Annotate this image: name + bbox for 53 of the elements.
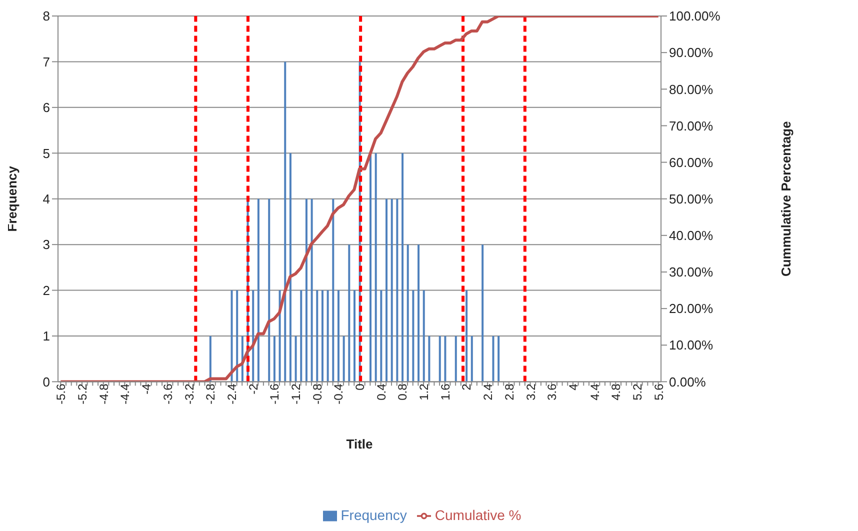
x-tick-label: 1.2 bbox=[417, 383, 432, 400]
x-tick-label: 5.2 bbox=[630, 383, 645, 400]
y-tick-label: 6 bbox=[42, 100, 50, 116]
y2-axis-title: Cummulative Percentage bbox=[778, 121, 794, 277]
x-tick-label: -5.6 bbox=[54, 383, 68, 404]
x-tick-label: 2.4 bbox=[481, 383, 496, 400]
x-tick-label: 0.8 bbox=[396, 383, 410, 400]
x-tick-label: 3.2 bbox=[524, 383, 538, 400]
x-tick-label: -2 bbox=[246, 383, 260, 394]
y-tick-label: 1 bbox=[42, 328, 50, 344]
x-tick-label: -4 bbox=[140, 383, 154, 394]
y2-tick-label: 60.00% bbox=[669, 154, 714, 170]
y2-tick-label: 30.00% bbox=[669, 264, 714, 280]
legend-label: Cumulative % bbox=[434, 506, 522, 523]
x-tick-label: -2.4 bbox=[224, 383, 239, 404]
x-tick-label: -2.8 bbox=[204, 383, 218, 404]
y2-tick-label: 50.00% bbox=[669, 191, 714, 206]
x-tick-label: 4.4 bbox=[588, 383, 602, 400]
legend-label: Frequency bbox=[340, 506, 407, 523]
y2-tick-label: 20.00% bbox=[669, 301, 714, 316]
x-tick-label: 4 bbox=[566, 383, 580, 390]
x-tick-label: -3.2 bbox=[182, 383, 196, 404]
y-tick-label: 5 bbox=[42, 146, 50, 161]
x-tick-label: 5.6 bbox=[652, 383, 666, 400]
x-tick-label: -4.8 bbox=[96, 383, 111, 404]
y-tick-label: 7 bbox=[42, 54, 50, 70]
y2-tick-label: 90.00% bbox=[669, 45, 714, 60]
y-axis-title: Frequency bbox=[4, 165, 20, 232]
x-tick-label: 1.6 bbox=[438, 383, 452, 400]
x-tick-label: 3.6 bbox=[545, 383, 560, 400]
x-tick-label: -5.2 bbox=[76, 383, 90, 404]
x-tick-label: -1.6 bbox=[268, 383, 282, 404]
y2-tick-label: 70.00% bbox=[669, 118, 714, 134]
y2-tick-label: 0.00% bbox=[669, 374, 706, 390]
x-tick-label: 0 bbox=[353, 383, 368, 390]
x-axis-title: Title bbox=[346, 436, 373, 452]
y-tick-label: 3 bbox=[42, 237, 50, 252]
y-tick-label: 8 bbox=[42, 8, 50, 24]
y-tick-label: 4 bbox=[42, 191, 50, 206]
y-tick-label: 2 bbox=[42, 282, 50, 298]
x-tick-label: 2.8 bbox=[502, 383, 516, 400]
x-tick-label: 0.4 bbox=[374, 383, 388, 400]
y2-tick-label: 10.00% bbox=[669, 338, 714, 353]
y2-tick-label: 80.00% bbox=[669, 82, 714, 97]
x-tick-label: 4.8 bbox=[609, 383, 624, 400]
x-tick-label: 2 bbox=[460, 383, 474, 390]
y2-tick-label: 40.00% bbox=[669, 228, 714, 244]
x-tick-label: -4.4 bbox=[118, 383, 132, 404]
x-tick-label: -3.6 bbox=[160, 383, 175, 404]
x-tick-label: -0.4 bbox=[332, 383, 346, 404]
x-tick-label: -1.2 bbox=[288, 383, 303, 404]
x-tick-label: -0.8 bbox=[310, 383, 324, 404]
y2-tick-label: 100.00% bbox=[669, 8, 721, 24]
